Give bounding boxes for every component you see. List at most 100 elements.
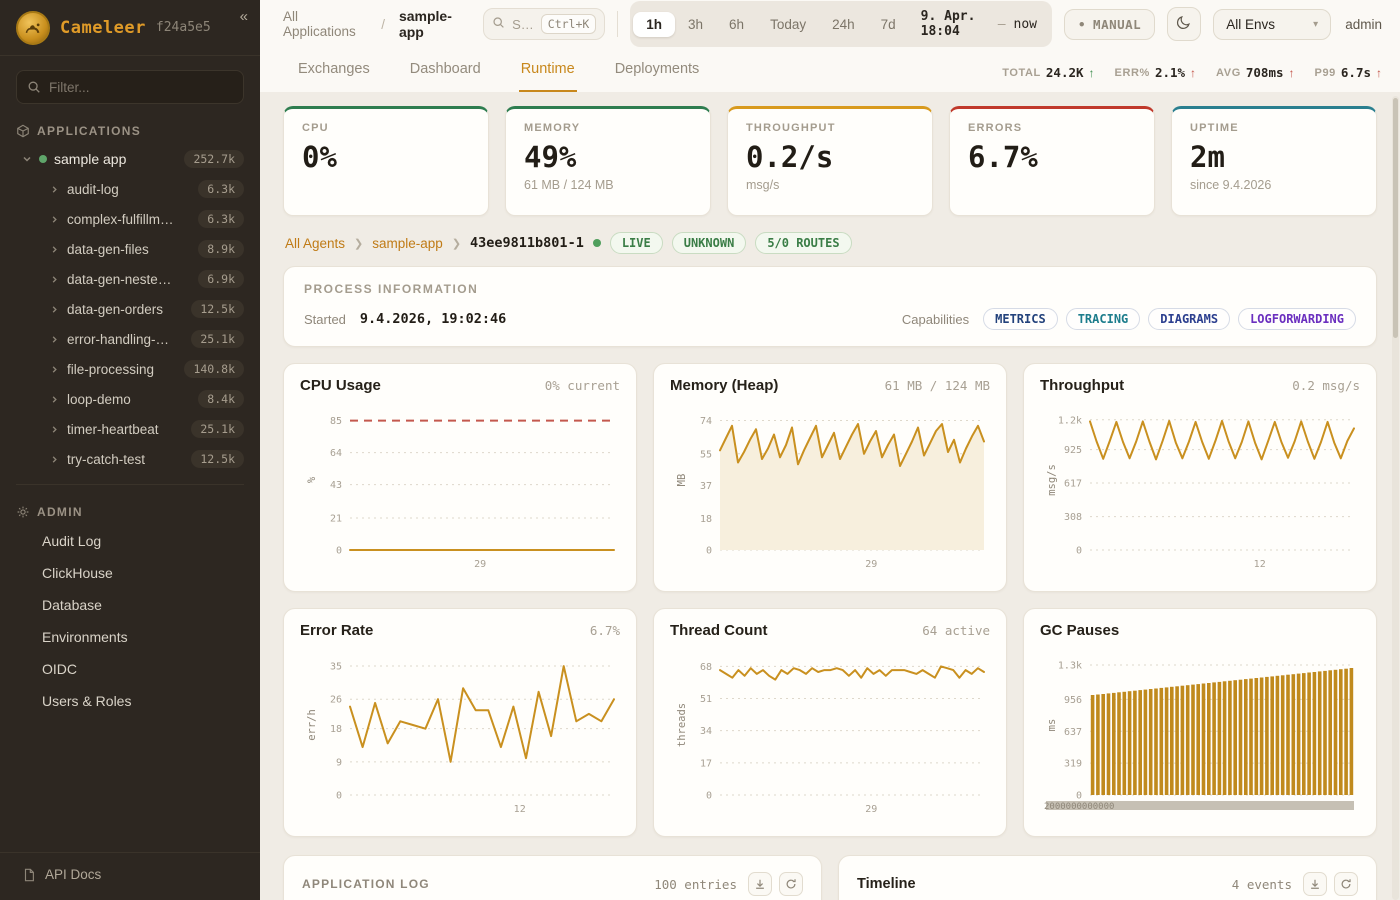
route-count-badge: 140.8k <box>184 360 244 378</box>
tab-runtime[interactable]: Runtime <box>518 49 577 92</box>
tab-dashboard[interactable]: Dashboard <box>409 61 481 77</box>
svg-text:9: 9 <box>336 757 342 768</box>
svg-text:925: 925 <box>1064 445 1082 456</box>
sidebar-item-environments[interactable]: Environments <box>42 629 128 645</box>
svg-text:%: % <box>306 476 318 483</box>
refresh-button[interactable] <box>1334 872 1358 896</box>
capability-metrics: METRICS <box>983 308 1058 330</box>
chevron-right-icon[interactable] <box>50 335 59 344</box>
tab-deployments[interactable]: Deployments <box>614 61 700 77</box>
chevron-down-icon[interactable] <box>22 154 32 164</box>
svg-text:0: 0 <box>1076 791 1082 802</box>
chevron-right-icon[interactable] <box>50 215 59 224</box>
chevron-right-icon: ❯ <box>451 237 462 250</box>
sidebar-item-clickhouse[interactable]: ClickHouse <box>42 565 113 581</box>
time-range-3h[interactable]: 3h <box>688 16 704 32</box>
chevron-right-icon[interactable] <box>50 275 59 284</box>
sidebar-filter-input[interactable]: Filter... <box>16 70 244 104</box>
time-range-1h[interactable]: 1h <box>633 11 675 37</box>
chevron-right-icon[interactable] <box>50 425 59 434</box>
route-count-badge: 8.4k <box>198 390 244 408</box>
stat-err: ERR% 2.1% ↑ <box>1114 65 1197 80</box>
search-icon <box>27 80 41 94</box>
svg-text:0: 0 <box>336 791 342 802</box>
agent-app-link[interactable]: sample-app <box>372 235 443 251</box>
throughput-chart: 1.2k 925 617 308 0 msg/s 12 <box>1040 398 1360 576</box>
route-count-badge: 6.3k <box>198 210 244 228</box>
started-value: 9.4.2026, 19:02:46 <box>359 311 507 327</box>
api-docs-link[interactable]: API Docs <box>0 852 260 900</box>
app-name: sample app <box>54 151 127 167</box>
time-range-display[interactable]: 9. Apr. 18:04 — now <box>920 9 1038 39</box>
breadcrumb-separator: / <box>381 16 385 32</box>
package-icon <box>16 124 30 138</box>
svg-text:51: 51 <box>700 694 712 705</box>
dark-mode-toggle[interactable] <box>1167 7 1202 41</box>
chevron-right-icon[interactable] <box>50 185 59 194</box>
application-log-title: APPLICATION LOG <box>302 877 430 891</box>
sidebar-item-timer-heartbeat[interactable]: timer-heartbeat 25.1k <box>0 414 260 444</box>
sidebar-item-data-gen-neste[interactable]: data-gen-neste… 6.9k <box>0 264 260 294</box>
sidebar-item-error-handling[interactable]: error-handling-… 25.1k <box>0 324 260 354</box>
refresh-mode-manual-button[interactable]: • MANUAL <box>1064 8 1156 40</box>
sidebar-item-complex-fulfillm[interactable]: complex-fulfillm… 6.3k <box>0 204 260 234</box>
sidebar-collapse-button[interactable]: « <box>239 8 248 25</box>
refresh-button[interactable] <box>779 872 803 896</box>
vertical-scrollbar[interactable] <box>1392 96 1399 900</box>
metric-card-uptime: UPTIME 2m since 9.4.2026 <box>1171 106 1377 216</box>
svg-text:12: 12 <box>1254 559 1266 570</box>
stat-p99: P99 6.7s ↑ <box>1314 65 1382 80</box>
scrollbar-thumb[interactable] <box>1393 98 1398 338</box>
sidebar-item-sample-app[interactable]: sample app 252.7k <box>0 144 260 174</box>
download-button[interactable] <box>1303 872 1327 896</box>
download-button[interactable] <box>748 872 772 896</box>
document-icon <box>22 868 36 882</box>
chevron-right-icon: ❯ <box>354 237 364 250</box>
process-information-panel: PROCESS INFORMATION Started 9.4.2026, 19… <box>283 266 1377 347</box>
chevron-right-icon[interactable] <box>50 455 59 464</box>
route-count-badge: 6.9k <box>198 270 244 288</box>
sidebar-item-try-catch-test[interactable]: try-catch-test 12.5k <box>0 444 260 474</box>
brand-version: f24a5e5 <box>155 20 211 35</box>
capability-tracing: TRACING <box>1065 308 1141 330</box>
breadcrumb-all-applications[interactable]: All Applications <box>283 9 356 39</box>
sidebar: Cameleer f24a5e5 « Filter... APPLICATION… <box>0 0 260 900</box>
sidebar-item-data-gen-orders[interactable]: data-gen-orders 12.5k <box>0 294 260 324</box>
svg-text:85: 85 <box>330 416 342 427</box>
chevron-down-icon: ▾ <box>1313 18 1319 30</box>
capability-diagrams: DIAGRAMS <box>1148 308 1231 330</box>
sidebar-item-users-roles[interactable]: Users & Roles <box>42 693 132 709</box>
app-count-badge: 252.7k <box>184 150 244 168</box>
sidebar-item-audit-log-admin[interactable]: Audit Log <box>42 533 102 549</box>
svg-text:0: 0 <box>706 546 712 557</box>
sidebar-item-audit-log[interactable]: audit-log 6.3k <box>0 174 260 204</box>
agent-breadcrumb: All Agents ❯ sample-app ❯ 43ee9811b801-1… <box>285 232 1375 254</box>
global-search-button[interactable]: S… Ctrl+K <box>483 8 606 40</box>
sidebar-item-oidc[interactable]: OIDC <box>42 661 77 677</box>
sidebar-item-data-gen-files[interactable]: data-gen-files 8.9k <box>0 234 260 264</box>
tab-exchanges[interactable]: Exchanges <box>298 61 370 77</box>
svg-text:MB: MB <box>676 474 688 487</box>
chevron-right-icon[interactable] <box>50 365 59 374</box>
application-log-panel: APPLICATION LOG 100 entries <box>283 855 822 900</box>
chevron-right-icon[interactable] <box>50 395 59 404</box>
metric-card-cpu: CPU 0% <box>283 106 489 216</box>
environment-select[interactable]: All Envs ▾ <box>1213 8 1332 40</box>
applications-section-header: APPLICATIONS <box>0 114 260 144</box>
svg-text:12: 12 <box>514 804 526 815</box>
content-area: CPU 0% MEMORY 49% 61 MB / 124 MB THROUGH… <box>260 92 1400 900</box>
capability-logforwarding: LOGFORWARDING <box>1238 308 1356 330</box>
filter-placeholder: Filter... <box>49 79 90 95</box>
time-range-7d[interactable]: 7d <box>880 16 896 32</box>
sidebar-item-file-processing[interactable]: file-processing 140.8k <box>0 354 260 384</box>
time-range-6h[interactable]: 6h <box>729 16 745 32</box>
sidebar-item-database[interactable]: Database <box>42 597 102 613</box>
all-agents-link[interactable]: All Agents <box>285 235 346 251</box>
time-range-24h[interactable]: 24h <box>832 16 855 32</box>
chevron-right-icon[interactable] <box>50 305 59 314</box>
chevron-right-icon[interactable] <box>50 245 59 254</box>
badge-unknown: UNKNOWN <box>671 232 747 254</box>
time-range-today[interactable]: Today <box>770 16 807 32</box>
svg-text:308: 308 <box>1064 512 1082 523</box>
sidebar-item-loop-demo[interactable]: loop-demo 8.4k <box>0 384 260 414</box>
